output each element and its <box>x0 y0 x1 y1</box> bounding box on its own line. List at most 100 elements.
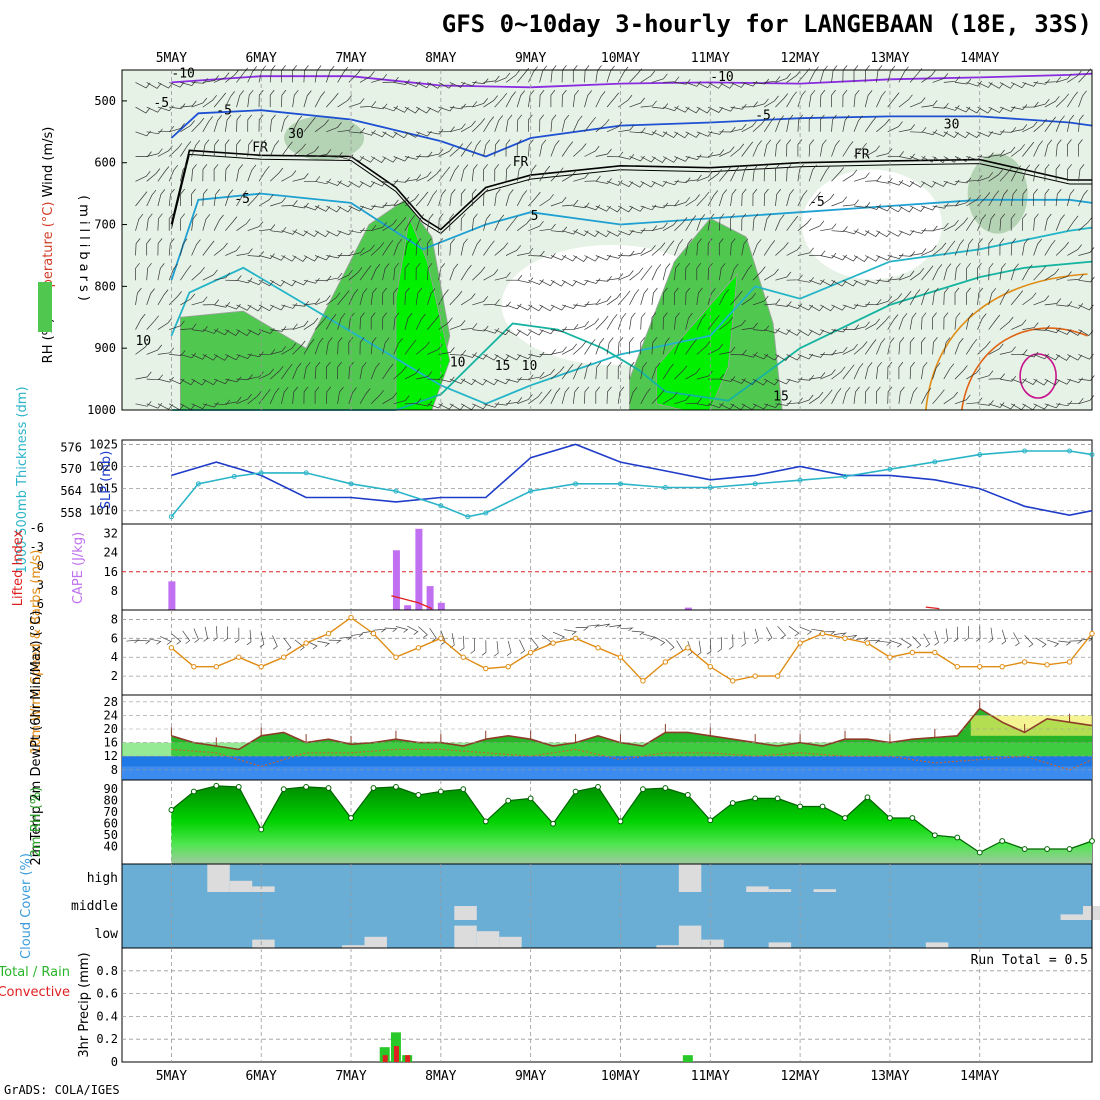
wind-barb <box>1033 325 1050 331</box>
wind-barb <box>292 202 309 209</box>
wind-barb <box>1055 188 1062 207</box>
wind-barb <box>393 287 398 305</box>
wind-barb <box>157 376 174 383</box>
wind-barb <box>202 269 218 281</box>
wind-barb-10m <box>934 630 939 646</box>
wind-barb <box>494 92 508 108</box>
wind-barb <box>618 180 634 188</box>
wind-barb <box>1044 139 1053 157</box>
wind-barb <box>449 263 459 281</box>
wind-barb <box>808 139 815 157</box>
y-tick-label: 900 <box>94 341 116 355</box>
wind-barb <box>842 279 858 287</box>
wind-barb <box>707 190 719 207</box>
wind-barb-10m <box>160 636 172 645</box>
cape-bar <box>392 550 400 610</box>
wind-barb <box>236 218 251 231</box>
wind-barb <box>965 238 974 256</box>
wind-barb <box>819 65 828 83</box>
wind-barb <box>831 304 847 311</box>
wind-barb <box>225 354 241 361</box>
wind-barb <box>1067 244 1082 256</box>
wind-barb <box>932 202 949 209</box>
temp-band <box>122 742 1092 757</box>
wind-barb <box>460 213 466 231</box>
wind-barb <box>505 91 516 108</box>
wind-barb <box>662 263 671 281</box>
x-tick-label-bottom: 5MAY <box>156 1069 187 1084</box>
wind-barb <box>674 338 684 355</box>
wind-barb <box>1033 164 1040 182</box>
chart-title: GFS 0~10day 3-hourly for LANGEBAAN (18E,… <box>441 10 1092 38</box>
wind-barb <box>707 238 713 256</box>
wind-barb <box>932 312 937 330</box>
cloud-bar-low <box>252 939 275 948</box>
rh2m-point <box>662 785 669 791</box>
wind-barb <box>1055 139 1062 157</box>
wind-barb <box>191 378 207 386</box>
wind-barb <box>640 129 657 136</box>
wind-barb <box>348 247 365 256</box>
wind-barb <box>943 391 958 405</box>
precip-tick-label: 0.8 <box>96 964 118 978</box>
wind-barb <box>842 255 858 262</box>
wind-barb <box>438 82 454 89</box>
wind-barb <box>449 349 467 356</box>
wind-barb <box>146 82 162 89</box>
wind-barb <box>999 403 1016 410</box>
wind-barb <box>247 391 262 405</box>
wind-barb <box>696 313 707 330</box>
wind-barb <box>572 89 579 108</box>
x-tick-label-bottom: 9MAY <box>515 1069 546 1084</box>
wind-barb <box>977 131 993 137</box>
wind-barb <box>932 102 949 109</box>
wind-barb <box>213 164 219 182</box>
wind-barb <box>393 365 407 380</box>
rh2m-point <box>437 788 444 795</box>
wind-barb <box>168 143 183 157</box>
rh-dry-region <box>801 169 942 280</box>
wind-barb <box>954 239 965 256</box>
wind-barb <box>707 262 713 281</box>
wind-barb <box>797 304 813 311</box>
wind-barb <box>427 168 442 182</box>
rh2m-tick-label: 60 <box>104 817 118 831</box>
slp-ylabel: SLP (mb) <box>99 451 114 510</box>
wind-barb <box>561 343 577 355</box>
wind-barb <box>662 156 678 163</box>
wind-barb <box>853 255 869 262</box>
wind-barb <box>932 287 939 305</box>
wind-barb <box>382 219 397 231</box>
wind-barb <box>1056 300 1073 307</box>
contour-label: -5 <box>809 195 825 210</box>
wind-barb <box>157 263 165 281</box>
wind-speed-point <box>460 654 466 660</box>
cloud-bar-middle <box>454 906 477 920</box>
wind-barb <box>393 177 410 183</box>
wind-barb <box>651 362 661 380</box>
wind-speed-point <box>325 630 332 637</box>
wind-barb <box>348 387 357 404</box>
wind-barb <box>292 320 309 330</box>
rh2m-point <box>505 797 512 804</box>
wind-barb <box>965 262 971 281</box>
wind-barb <box>505 376 522 383</box>
wind-barb <box>191 213 198 231</box>
wind-barb-10m <box>943 628 949 644</box>
wind-barb <box>696 400 713 407</box>
rh2m-tick-label: 40 <box>104 840 118 854</box>
wind-barb <box>584 145 600 157</box>
wind-barb <box>651 264 662 281</box>
thickness-point <box>465 514 471 520</box>
wind-barb <box>1044 188 1050 207</box>
wind-barb <box>292 230 308 237</box>
wind-barb <box>382 312 388 330</box>
wind-barb <box>876 177 893 184</box>
wind-barb <box>741 264 753 281</box>
wind-barb <box>247 351 264 358</box>
wind-barb <box>337 205 353 213</box>
wind-barb <box>225 69 239 83</box>
wind-barb <box>404 238 412 256</box>
footer-credit: GrADS: COLA/IGES <box>4 1083 120 1097</box>
wind-barb <box>876 205 892 212</box>
